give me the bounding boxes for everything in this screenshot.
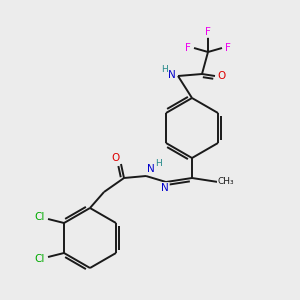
Text: O: O [111, 153, 119, 163]
Text: F: F [185, 43, 191, 53]
Text: Cl: Cl [35, 254, 45, 264]
Text: O: O [217, 71, 225, 81]
Text: Cl: Cl [35, 212, 45, 222]
Text: CH₃: CH₃ [218, 178, 234, 187]
Text: F: F [225, 43, 231, 53]
Text: N: N [147, 164, 155, 174]
Text: N: N [161, 183, 169, 193]
Text: H: H [156, 158, 162, 167]
Text: F: F [205, 27, 211, 37]
Text: H: H [162, 64, 168, 74]
Text: N: N [168, 70, 176, 80]
